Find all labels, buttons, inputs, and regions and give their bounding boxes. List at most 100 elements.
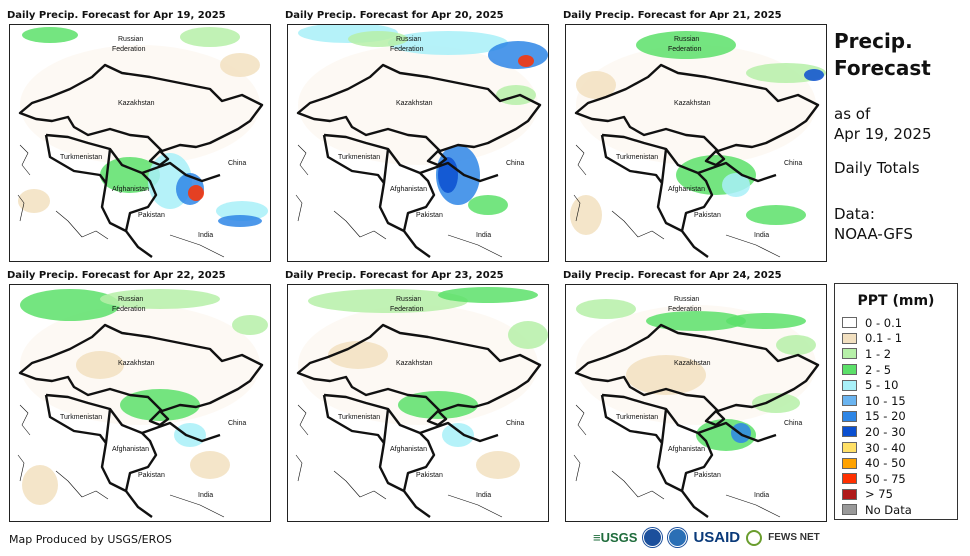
panel-title: Daily Precip. Forecast for Apr 19, 2025 <box>7 10 226 21</box>
legend-label: 10 - 15 <box>865 393 906 408</box>
label-kazakhstan: Kazakhstan <box>118 360 155 367</box>
legend-swatch <box>842 379 857 391</box>
legend-item: No Data <box>842 502 957 518</box>
data-label: Data: <box>834 205 875 223</box>
label-russia: Russian <box>118 296 143 303</box>
side-title-line1: Precip. <box>834 29 913 53</box>
label-afghanistan: Afghanistan <box>668 186 705 193</box>
label-federation: Federation <box>112 46 146 53</box>
legend-swatch <box>842 426 857 438</box>
legend-label: 30 - 40 <box>865 440 906 455</box>
label-turkmenistan: Turkmenistan <box>338 414 380 421</box>
label-russia: Russian <box>674 296 699 303</box>
precip-map: Russian Federation Kazakhstan Turkmenistan C… <box>287 24 549 262</box>
legend-swatch <box>842 442 857 454</box>
panel-title: Daily Precip. Forecast for Apr 23, 2025 <box>285 270 504 281</box>
legend-item: 1 - 2 <box>842 346 957 362</box>
label-afghanistan: Afghanistan <box>112 446 149 453</box>
legend-item: 40 - 50 <box>842 455 957 471</box>
coastline <box>573 144 781 258</box>
legend-swatch <box>842 473 857 485</box>
label-china: China <box>784 420 802 427</box>
label-federation: Federation <box>390 46 424 53</box>
usgs-logo: ≡USGS <box>593 530 638 545</box>
label-russia: Russian <box>396 36 421 43</box>
label-pakistan: Pakistan <box>416 472 443 479</box>
fews-net-icon <box>746 529 763 546</box>
country-boundary <box>322 133 499 258</box>
legend-swatch <box>842 488 857 500</box>
label-kazakhstan: Kazakhstan <box>396 100 433 107</box>
legend-title: PPT (mm) <box>857 293 935 309</box>
panel-title: Daily Precip. Forecast for Apr 22, 2025 <box>7 270 226 281</box>
label-federation: Federation <box>390 306 424 313</box>
legend-swatch <box>842 410 857 422</box>
label-kazakhstan: Kazakhstan <box>674 100 711 107</box>
label-russia: Russian <box>674 36 699 43</box>
label-pakistan: Pakistan <box>694 212 721 219</box>
label-pakistan: Pakistan <box>694 472 721 479</box>
asof-label: as of <box>834 105 871 123</box>
legend-label: No Data <box>865 502 912 517</box>
legend-label: > 75 <box>865 487 893 502</box>
legend-item: 0 - 0.1 <box>842 315 957 331</box>
coastline <box>573 404 781 518</box>
coastline <box>295 404 503 518</box>
label-china: China <box>228 160 246 167</box>
precip-map: Russian Federation Kazakhstan Turkmenistan C… <box>565 24 827 262</box>
legend-swatch <box>842 504 857 516</box>
partner-logos: ≡USGS USAID FEWS NET <box>593 528 820 547</box>
legend-swatch <box>842 332 857 344</box>
legend-item: 15 - 20 <box>842 409 957 425</box>
asof-date: Apr 19, 2025 <box>834 125 932 143</box>
label-turkmenistan: Turkmenistan <box>60 154 102 161</box>
label-india: India <box>754 232 769 239</box>
label-russia: Russian <box>396 296 421 303</box>
label-india: India <box>754 492 769 499</box>
label-pakistan: Pakistan <box>138 212 165 219</box>
fews-net-logo: FEWS NET <box>768 532 820 543</box>
label-india: India <box>198 492 213 499</box>
legend-item: > 75 <box>842 487 957 503</box>
region-boundary <box>18 63 264 153</box>
label-china: China <box>784 160 802 167</box>
map-canvas: Russian Federation Kazakhstan Turkmenistan C… <box>570 31 826 258</box>
side-title-line2: Forecast <box>834 56 931 80</box>
legend-swatch <box>842 348 857 360</box>
label-federation: Federation <box>668 306 702 313</box>
label-pakistan: Pakistan <box>138 472 165 479</box>
panel-title: Daily Precip. Forecast for Apr 21, 2025 <box>563 10 782 21</box>
country-boundary <box>600 393 777 518</box>
legend-item: 0.1 - 1 <box>842 331 957 347</box>
label-afghanistan: Afghanistan <box>390 446 427 453</box>
side-info: Precip. Forecast as of Apr 19, 2025 Dail… <box>834 28 964 244</box>
label-china: China <box>506 160 524 167</box>
label-india: India <box>476 492 491 499</box>
country-boundary <box>44 393 221 518</box>
data-source: NOAA-GFS <box>834 225 913 243</box>
coastline <box>295 144 503 258</box>
legend-swatch <box>842 364 857 376</box>
label-china: China <box>506 420 524 427</box>
label-turkmenistan: Turkmenistan <box>60 414 102 421</box>
map-canvas: Russian Federation Kazakhstan Turkmenistan C… <box>17 289 268 518</box>
nasa-logo-icon <box>668 528 688 547</box>
footer-credit: Map Produced by USGS/EROS <box>9 533 172 546</box>
label-federation: Federation <box>112 306 146 313</box>
country-boundary <box>44 133 221 258</box>
legend-swatch <box>842 457 857 469</box>
legend-swatch <box>842 317 857 329</box>
map-canvas: Russian Federation Kazakhstan Turkmenistan C… <box>573 296 820 518</box>
legend-label: 50 - 75 <box>865 471 906 486</box>
legend-label: 20 - 30 <box>865 424 906 439</box>
usaid-logo: USAID <box>693 529 741 546</box>
label-afghanistan: Afghanistan <box>668 446 705 453</box>
label-india: India <box>476 232 491 239</box>
region-boundary <box>574 323 820 413</box>
precip-map: Russian Federation Kazakhstan Turkmenistan C… <box>9 24 271 262</box>
legend-label: 40 - 50 <box>865 456 906 471</box>
legend-label: 0 - 0.1 <box>865 315 903 330</box>
legend-item: 20 - 30 <box>842 424 957 440</box>
label-federation: Federation <box>668 46 702 53</box>
region-boundary <box>574 63 820 153</box>
